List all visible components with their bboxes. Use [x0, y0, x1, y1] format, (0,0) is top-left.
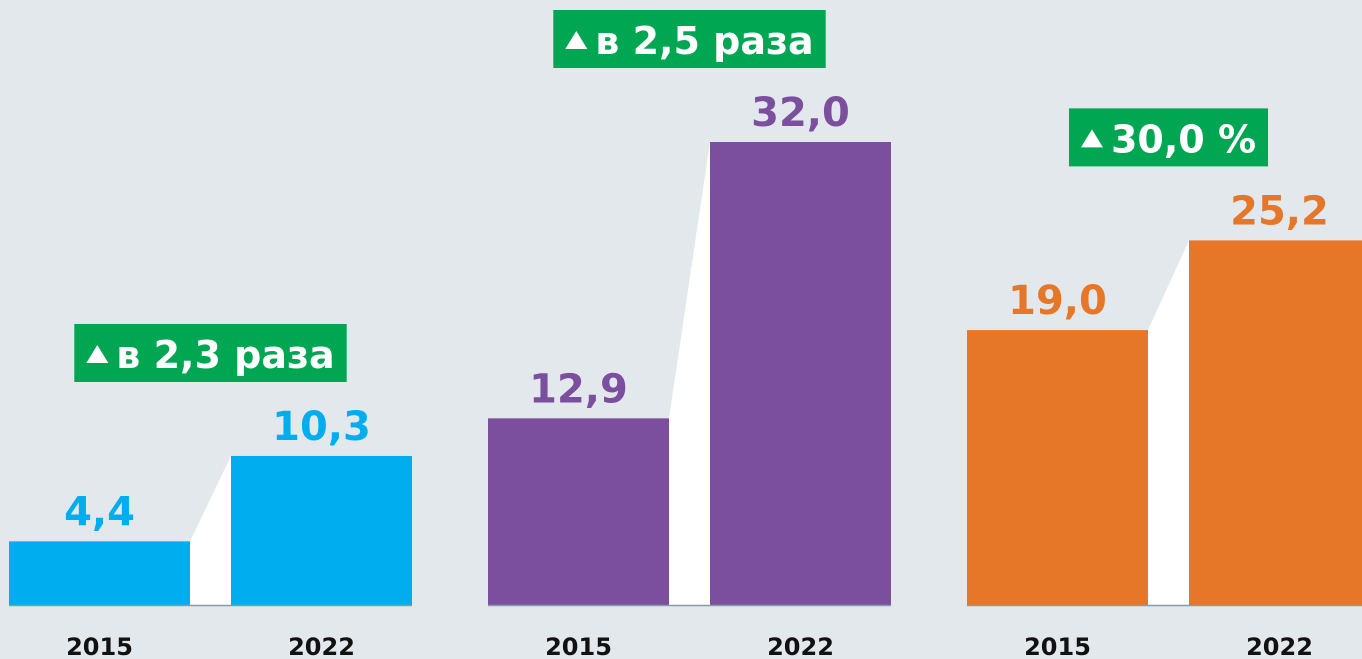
- x-tick-label: 2022: [1246, 633, 1313, 659]
- x-tick-label: 2022: [767, 633, 834, 659]
- badge-text: в 2,3 раза: [116, 333, 334, 377]
- value-label: 10,3: [272, 404, 371, 450]
- bar: [710, 142, 891, 605]
- badge-text: в 2,5 раза: [595, 19, 813, 63]
- badge: [74, 323, 347, 382]
- badge-text: 30,0 %: [1111, 117, 1256, 161]
- x-tick-label: 2015: [66, 633, 133, 659]
- badge: [553, 10, 826, 68]
- value-label: 19,0: [1008, 278, 1107, 324]
- x-tick-label: 2015: [1024, 633, 1091, 659]
- connector: [669, 142, 710, 605]
- badge: [1068, 108, 1269, 167]
- bar: [9, 541, 190, 605]
- badge-arrow: [565, 31, 588, 49]
- x-tick-label: 2015: [545, 633, 612, 659]
- value-label: 12,9: [529, 366, 628, 412]
- value-label: 32,0: [751, 90, 850, 136]
- connector: [1148, 240, 1189, 605]
- x-tick-label: 2022: [288, 633, 355, 659]
- value-label: 25,2: [1230, 188, 1329, 234]
- bar: [1189, 240, 1362, 605]
- value-label: 4,4: [64, 489, 135, 535]
- bar: [967, 330, 1148, 605]
- bar: [231, 455, 412, 605]
- badge-arrow: [1080, 129, 1103, 148]
- bar: [488, 418, 669, 605]
- connector: [190, 455, 231, 605]
- badge-arrow: [86, 344, 109, 363]
